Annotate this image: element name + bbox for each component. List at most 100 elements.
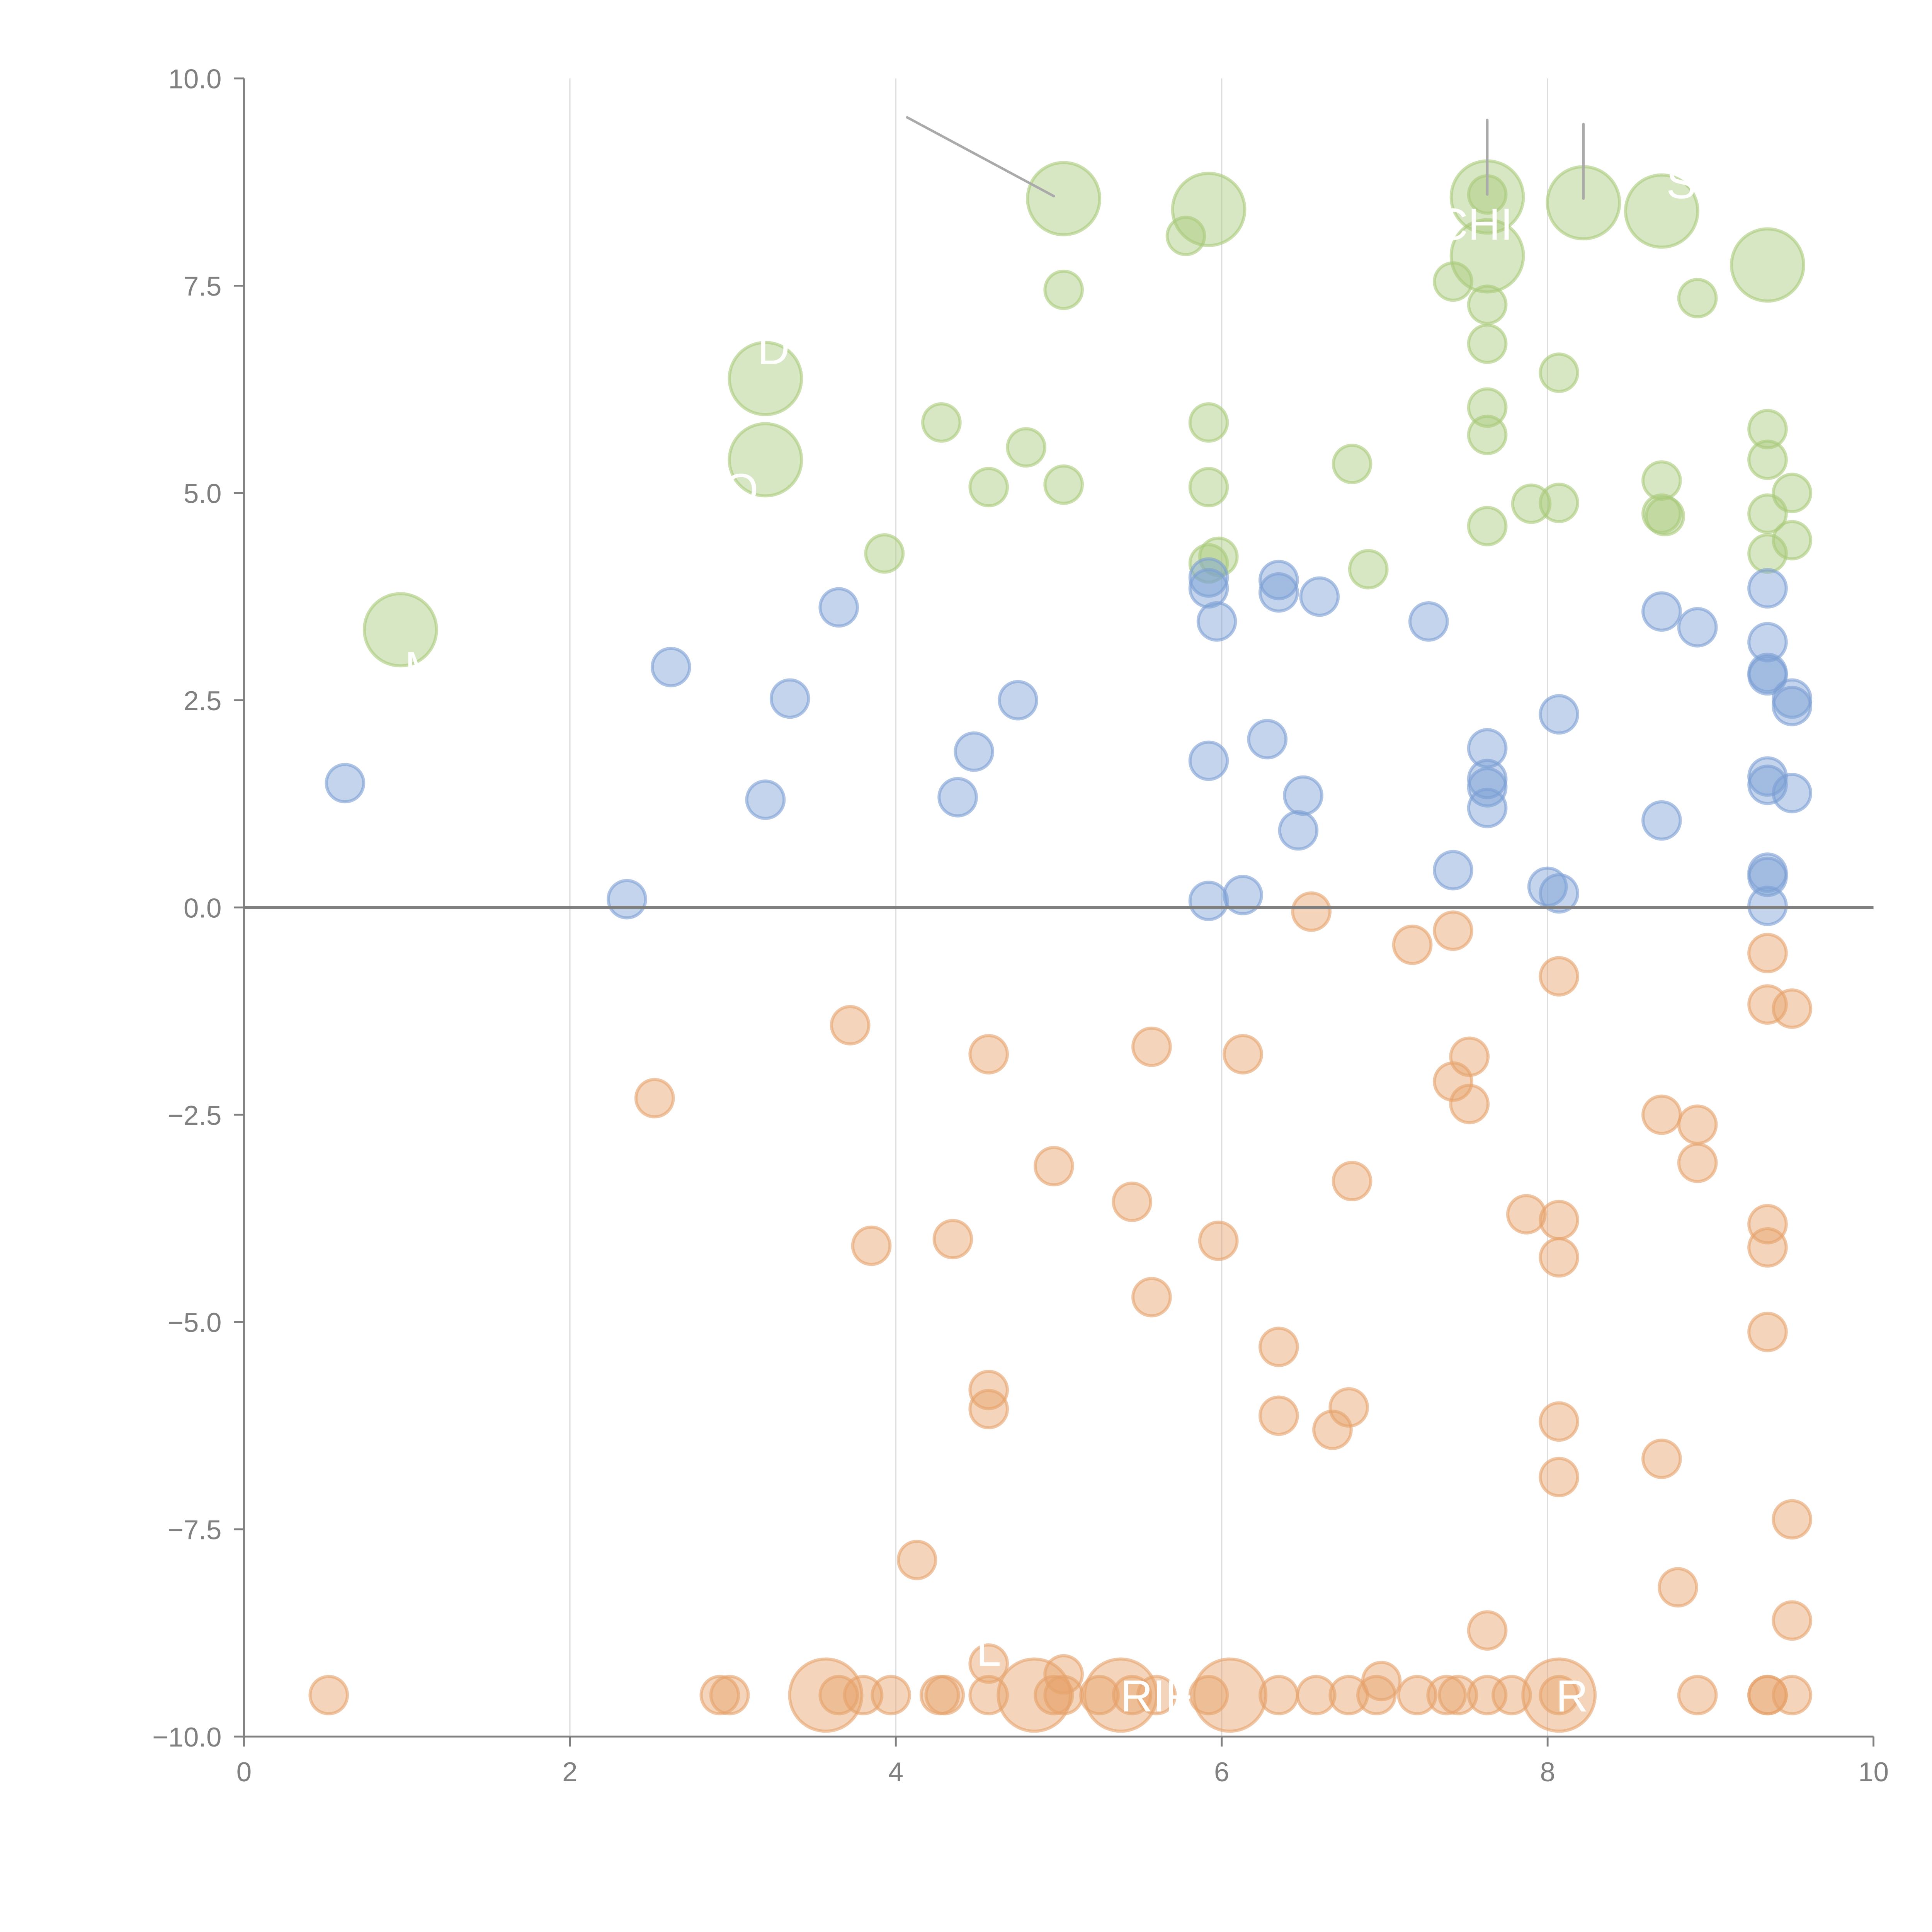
- data-point-low: [968, 1034, 1009, 1075]
- data-point-low: [1772, 1675, 1813, 1716]
- data-point-low: [1539, 1457, 1580, 1497]
- data-point-mid: [1247, 719, 1288, 760]
- data-point-low: [968, 1389, 1009, 1430]
- data-point-mid: [1278, 810, 1319, 851]
- data-point-low: [1539, 1200, 1580, 1240]
- data-point-high: [1747, 493, 1788, 534]
- point-label: S: [1666, 158, 1696, 208]
- x-tick-label: 6: [1214, 1757, 1229, 1787]
- data-point-high: [728, 341, 803, 417]
- data-point-low: [1131, 1026, 1172, 1067]
- data-point-mid: [1467, 728, 1508, 769]
- data-point-high: [921, 402, 962, 443]
- data-point-high: [1188, 467, 1229, 508]
- data-point-low: [1034, 1146, 1074, 1187]
- data-point-mid: [1467, 767, 1508, 808]
- data-point-mid: [1539, 694, 1580, 735]
- data-point-low: [1312, 1409, 1353, 1450]
- data-point-low: [843, 1675, 884, 1716]
- data-point-high: [1511, 483, 1552, 524]
- data-point-low: [1677, 1143, 1718, 1183]
- point-labels: CHI S D O M L RIF R: [405, 158, 1696, 1721]
- data-point-low: [896, 1539, 937, 1580]
- data-point-high: [1171, 172, 1247, 247]
- data-point-mid: [1408, 601, 1449, 642]
- data-point-mid: [1188, 740, 1229, 781]
- data-point-high: [1026, 161, 1102, 236]
- data-point-low: [871, 1675, 911, 1716]
- point-label: O: [724, 464, 759, 515]
- data-point-mid: [1539, 873, 1580, 914]
- data-point-mid: [1747, 885, 1788, 926]
- data-point-mid: [1677, 607, 1718, 648]
- data-point-mid: [1772, 773, 1813, 813]
- data-point-low: [1449, 1083, 1490, 1124]
- data-point-high: [968, 467, 1009, 508]
- data-point-low: [1356, 1675, 1397, 1716]
- data-point-mid: [998, 680, 1038, 721]
- data-point-low: [699, 1675, 740, 1716]
- data-point-low: [932, 1219, 973, 1260]
- data-point-mid: [1283, 775, 1323, 816]
- point-label: R: [1556, 1671, 1588, 1721]
- data-point-high: [1433, 261, 1473, 302]
- data-point-low: [1392, 924, 1433, 965]
- data-point-mid: [1772, 685, 1813, 726]
- data-point-low: [1539, 1675, 1580, 1716]
- data-point-low: [1437, 1675, 1478, 1716]
- data-point-mid: [954, 731, 995, 772]
- data-point-mid: [1641, 591, 1682, 632]
- data-point-high: [1539, 352, 1580, 393]
- y-ticks: 10.0 7.5 5.0 2.5 0.0 −2.5 −5.0 −7.5 −10.0: [152, 64, 244, 1753]
- data-point-high: [1624, 173, 1699, 249]
- data-point-high: [1539, 483, 1580, 523]
- y-tick-label: −2.5: [168, 1100, 222, 1131]
- data-point-mid: [1747, 655, 1788, 696]
- data-point-high: [1006, 427, 1047, 468]
- data-point-low: [1112, 1181, 1153, 1222]
- data-point-low: [1641, 1094, 1682, 1135]
- data-point-low: [634, 1078, 675, 1119]
- data-point-mid: [1747, 568, 1788, 609]
- data-point-mid: [769, 678, 810, 719]
- x-tick-label: 2: [562, 1757, 577, 1787]
- data-point-high: [1332, 444, 1372, 485]
- y-tick-label: 10.0: [168, 64, 222, 95]
- data-point-low: [1521, 1657, 1597, 1733]
- y-tick-label: −10.0: [152, 1722, 221, 1753]
- data-point-low: [1258, 1395, 1299, 1436]
- data-point-mid: [1433, 850, 1473, 891]
- data-point-low: [1772, 988, 1813, 1029]
- data-point-low: [1223, 1034, 1263, 1075]
- data-point-low: [1747, 1227, 1788, 1268]
- data-point-low: [1747, 1204, 1788, 1245]
- data-point-high: [864, 533, 905, 574]
- data-point-low: [1658, 1567, 1698, 1608]
- data-point-low: [1258, 1675, 1299, 1716]
- data-point-low: [830, 1005, 871, 1046]
- data-point-mid: [745, 779, 786, 820]
- data-point-low: [1747, 1311, 1788, 1352]
- data-point-mid: [1188, 881, 1229, 921]
- data-point-low: [1772, 1600, 1813, 1641]
- point-label: M: [405, 643, 442, 693]
- x-tick-label: 10: [1858, 1757, 1889, 1787]
- data-point-low: [1192, 1657, 1268, 1733]
- data-point-high: [728, 422, 803, 498]
- data-point-low: [1188, 1675, 1229, 1716]
- data-point-low: [1397, 1675, 1438, 1716]
- data-point-low: [1291, 891, 1332, 932]
- data-point-mid: [1223, 875, 1263, 915]
- data-point-high: [1043, 464, 1084, 505]
- data-point-low: [1641, 1439, 1682, 1479]
- y-tick-label: 5.0: [184, 479, 222, 509]
- data-points: [308, 159, 1813, 1733]
- data-point-low: [1296, 1675, 1337, 1716]
- data-point-mid: [607, 879, 647, 920]
- data-point-high: [1747, 533, 1788, 574]
- data-point-mid: [937, 777, 978, 818]
- data-point-mid: [1258, 572, 1299, 613]
- data-point-low: [1198, 1220, 1239, 1261]
- data-point-low: [1539, 1237, 1580, 1278]
